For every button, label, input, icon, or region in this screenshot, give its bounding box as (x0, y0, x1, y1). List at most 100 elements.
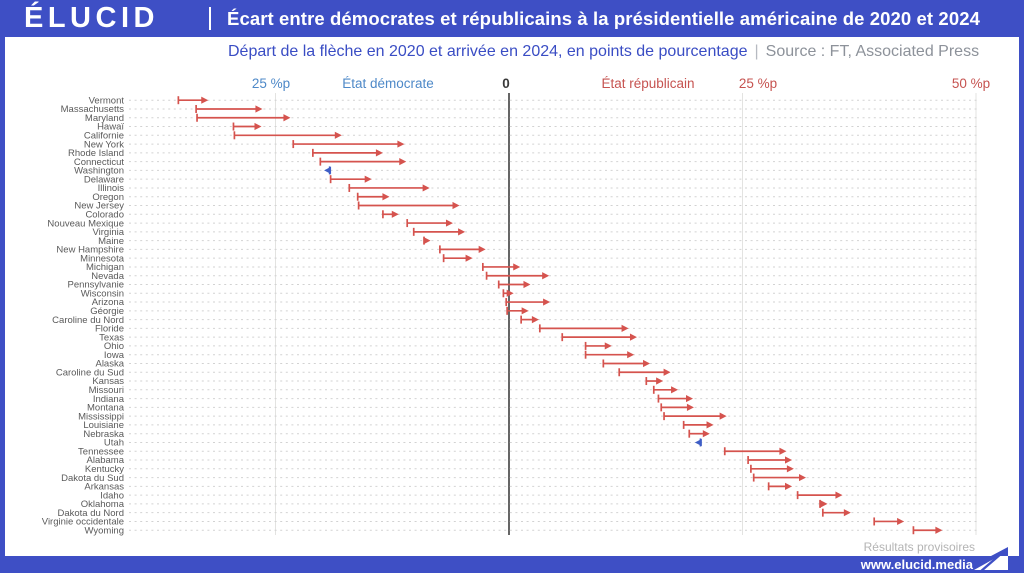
swing-arrow (752, 473, 807, 482)
arrow-head-2024 (820, 500, 828, 508)
left-border (0, 0, 5, 573)
arrow-head-2024 (629, 333, 637, 341)
arrow-head-2024 (643, 359, 651, 368)
source-credit: Source : FT, Associated Press (765, 43, 980, 60)
state-label: Idaho (100, 490, 124, 501)
swing-arrow (561, 333, 637, 342)
arrow-head-2024 (686, 403, 694, 411)
state-label: Hawaï (97, 122, 124, 133)
swing-arrow (485, 271, 550, 280)
arrow-head-2024 (656, 377, 664, 385)
state-label: New Jersey (74, 201, 124, 212)
state-label: Missouri (89, 385, 124, 396)
state-label: Nouveau Mexique (47, 218, 124, 229)
state-row-g-orgie: Géorgie (90, 306, 977, 317)
state-label: Indiana (93, 394, 125, 405)
state-label: Nevada (91, 271, 124, 282)
state-label: Michigan (86, 262, 124, 273)
arrow-head-2024 (543, 298, 551, 306)
arrow-head-2024 (422, 184, 430, 192)
state-label: Connecticut (74, 157, 125, 168)
state-row-michigan: Michigan (86, 262, 977, 273)
arrow-head-2024 (375, 149, 383, 157)
arrow-head-2024 (621, 324, 629, 332)
arrow-head-2024 (663, 368, 671, 376)
state-label: Louisiane (83, 420, 124, 431)
swing-arrow (232, 122, 262, 131)
state-row-illinois: Illinois (98, 183, 977, 194)
state-row-new-hampshire: New Hampshire (56, 245, 977, 256)
provisional-note: Résultats provisoires (863, 540, 975, 554)
state-label: Mississippi (78, 411, 124, 422)
arrow-head-2024 (685, 394, 693, 403)
state-label: New York (84, 139, 124, 150)
arrow-head-2024 (785, 482, 793, 490)
state-row-virginie-occidentale: Virginie occidentale (42, 517, 977, 528)
state-label: Oregon (92, 192, 124, 203)
state-row-montana: Montana (87, 403, 977, 414)
swing-arrow (750, 464, 794, 473)
swing-arrow (481, 262, 521, 271)
state-row-texas: Texas (99, 332, 977, 343)
swing-arrow (819, 499, 828, 508)
arrow-head-2024 (452, 201, 460, 210)
arrow-head-2024 (719, 412, 727, 420)
arrow-head-2024 (706, 421, 714, 429)
swing-arrow (423, 236, 431, 245)
state-row-kansas: Kansas (92, 376, 977, 387)
state-label: Iowa (104, 350, 125, 361)
state-label: Alaska (95, 359, 124, 370)
state-row-nebraska: Nebraska (83, 429, 977, 440)
state-label: Nebraska (83, 429, 124, 440)
axis-label: 25 %p (739, 76, 777, 91)
state-row-kentucky: Kentucky (85, 464, 977, 475)
arrow-head-2024 (506, 289, 514, 297)
elucid-arrow-logo (974, 547, 1008, 573)
state-row-caroline-du-sud: Caroline du Sud (56, 367, 977, 378)
swing-arrow (694, 438, 702, 447)
arrow-head-2024 (785, 456, 793, 464)
state-row-oregon: Oregon (92, 192, 977, 203)
axis-label: État démocrate (342, 76, 434, 91)
state-label: Alabama (87, 455, 125, 466)
state-row-new-jersey: New Jersey (74, 201, 977, 212)
state-row-floride: Floride (95, 324, 977, 335)
arrow-head-2024 (399, 158, 407, 166)
swing-arrow (177, 96, 209, 105)
state-label: Caroline du Sud (56, 367, 124, 378)
arrow-head-2024 (382, 193, 390, 201)
right-border (1019, 0, 1024, 573)
arrow-head-2024 (935, 526, 943, 534)
arrow-head-2024 (694, 438, 702, 447)
state-row-nevada: Nevada (91, 271, 977, 282)
state-label: Massachusetts (61, 104, 125, 115)
swing-arrow (348, 183, 430, 192)
swing-arrow (382, 210, 399, 219)
arrow-head-2024 (523, 280, 531, 289)
state-row-connecticut: Connecticut (74, 157, 977, 168)
state-label: New Hampshire (56, 245, 124, 256)
arrow-head-2024 (334, 131, 342, 139)
state-row-wisconsin: Wisconsin (81, 288, 977, 299)
swing-arrow (520, 315, 539, 324)
swing-arrow (502, 289, 514, 298)
arrow-head-2024 (702, 430, 710, 438)
state-label: Washington (74, 166, 124, 177)
state-row-delaware: Delaware (84, 174, 977, 185)
state-row-maine: Maine (98, 236, 977, 247)
swing-arrow (439, 245, 486, 254)
state-label: Arizona (92, 297, 125, 308)
arrow-head-2024 (324, 166, 332, 175)
state-row-massachusetts: Massachusetts (61, 104, 977, 115)
axis-label: État républicain (601, 76, 694, 91)
state-row-nouveau-mexique: Nouveau Mexique (47, 218, 977, 229)
swing-arrow (195, 104, 263, 113)
state-label: Illinois (98, 183, 125, 194)
state-label: Ohio (104, 341, 124, 352)
swing-arrow (584, 350, 635, 359)
website-link[interactable]: www.elucid.media (860, 557, 973, 572)
arrow-head-2024 (521, 307, 529, 315)
state-label: Utah (104, 438, 124, 449)
swing-arrow (723, 447, 787, 456)
state-row-rhode-island: Rhode Island (68, 148, 977, 159)
